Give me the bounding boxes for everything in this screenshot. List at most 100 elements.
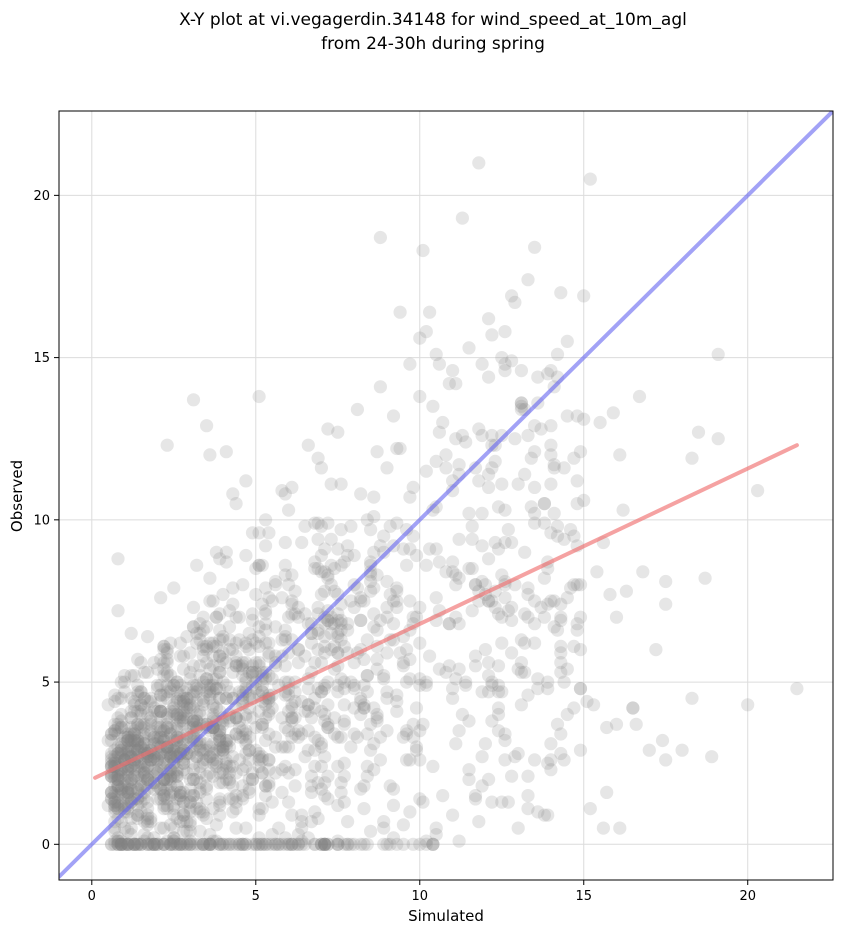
data-point	[344, 740, 358, 754]
data-point	[147, 837, 161, 851]
data-point	[134, 772, 148, 787]
data-point	[203, 837, 217, 851]
data-point	[301, 724, 315, 738]
data-point	[167, 821, 181, 835]
data-point	[472, 474, 486, 488]
data-point	[104, 727, 119, 741]
data-point	[406, 529, 420, 543]
data-point	[229, 659, 243, 673]
data-point	[111, 837, 125, 851]
data-point	[321, 792, 335, 806]
data-point	[314, 837, 328, 851]
data-point	[213, 733, 227, 748]
data-point	[219, 733, 233, 748]
data-point	[304, 815, 319, 829]
data-point	[419, 558, 433, 572]
data-point	[544, 753, 558, 767]
data-point	[396, 659, 410, 673]
data-point	[232, 753, 246, 767]
data-point	[485, 428, 499, 443]
data-point	[265, 594, 279, 608]
data-point	[226, 837, 240, 851]
identity-line	[59, 111, 833, 879]
data-point	[190, 837, 204, 851]
data-point	[357, 701, 371, 715]
data-point	[278, 633, 292, 647]
data-point	[285, 714, 299, 728]
data-point	[127, 792, 141, 806]
data-point	[606, 406, 620, 420]
data-point	[137, 733, 151, 748]
data-point	[229, 795, 243, 809]
data-point	[446, 682, 460, 696]
data-point	[304, 785, 319, 800]
data-point	[186, 772, 201, 787]
data-point	[200, 811, 214, 826]
data-point	[544, 419, 558, 433]
data-point	[183, 815, 197, 829]
data-point	[508, 295, 522, 309]
data-point	[183, 805, 197, 819]
data-point	[396, 837, 410, 851]
data-point	[150, 837, 164, 851]
data-point	[423, 542, 437, 556]
data-point	[337, 756, 351, 770]
data-point	[173, 746, 187, 761]
data-point	[406, 837, 420, 851]
data-point	[262, 591, 276, 605]
data-point	[196, 837, 210, 851]
data-point	[163, 750, 178, 764]
data-point	[262, 646, 276, 660]
data-point	[180, 704, 194, 718]
data-point	[147, 704, 161, 718]
data-point	[193, 782, 207, 796]
data-point	[314, 656, 328, 670]
data-point	[236, 730, 250, 744]
data-point	[567, 529, 581, 543]
data-point	[475, 574, 489, 589]
data-point	[462, 341, 476, 355]
data-point	[213, 649, 227, 663]
data-point	[118, 669, 132, 683]
data-point	[478, 737, 492, 751]
data-point	[560, 662, 574, 676]
data-point	[206, 649, 220, 663]
data-point	[426, 837, 440, 851]
data-point	[121, 743, 135, 757]
data-point	[170, 779, 184, 793]
data-point	[180, 698, 194, 712]
data-point	[170, 811, 184, 826]
data-point	[114, 785, 128, 800]
data-point	[491, 707, 506, 722]
data-point	[180, 691, 194, 705]
data-point	[245, 766, 260, 780]
data-point	[213, 623, 227, 637]
data-point	[547, 594, 561, 608]
data-point	[177, 711, 191, 725]
data-point	[318, 837, 332, 851]
data-point	[193, 617, 207, 631]
data-point	[190, 678, 204, 692]
data-point	[252, 837, 266, 851]
data-point	[154, 730, 168, 744]
data-point	[295, 808, 309, 822]
data-point	[252, 808, 266, 822]
data-point	[180, 691, 194, 705]
data-point	[163, 685, 178, 699]
data-point	[121, 763, 135, 777]
data-point	[193, 759, 207, 774]
data-point	[121, 785, 135, 800]
data-point	[541, 682, 555, 696]
data-point	[537, 808, 552, 822]
data-point	[262, 727, 276, 741]
data-point	[593, 415, 607, 430]
data-point	[141, 630, 155, 644]
data-point	[163, 772, 178, 787]
data-point	[229, 636, 243, 650]
data-point	[124, 691, 138, 705]
data-point	[170, 707, 184, 722]
data-point	[186, 678, 201, 692]
data-point	[111, 837, 125, 851]
data-point	[131, 717, 145, 731]
data-point	[272, 821, 286, 835]
